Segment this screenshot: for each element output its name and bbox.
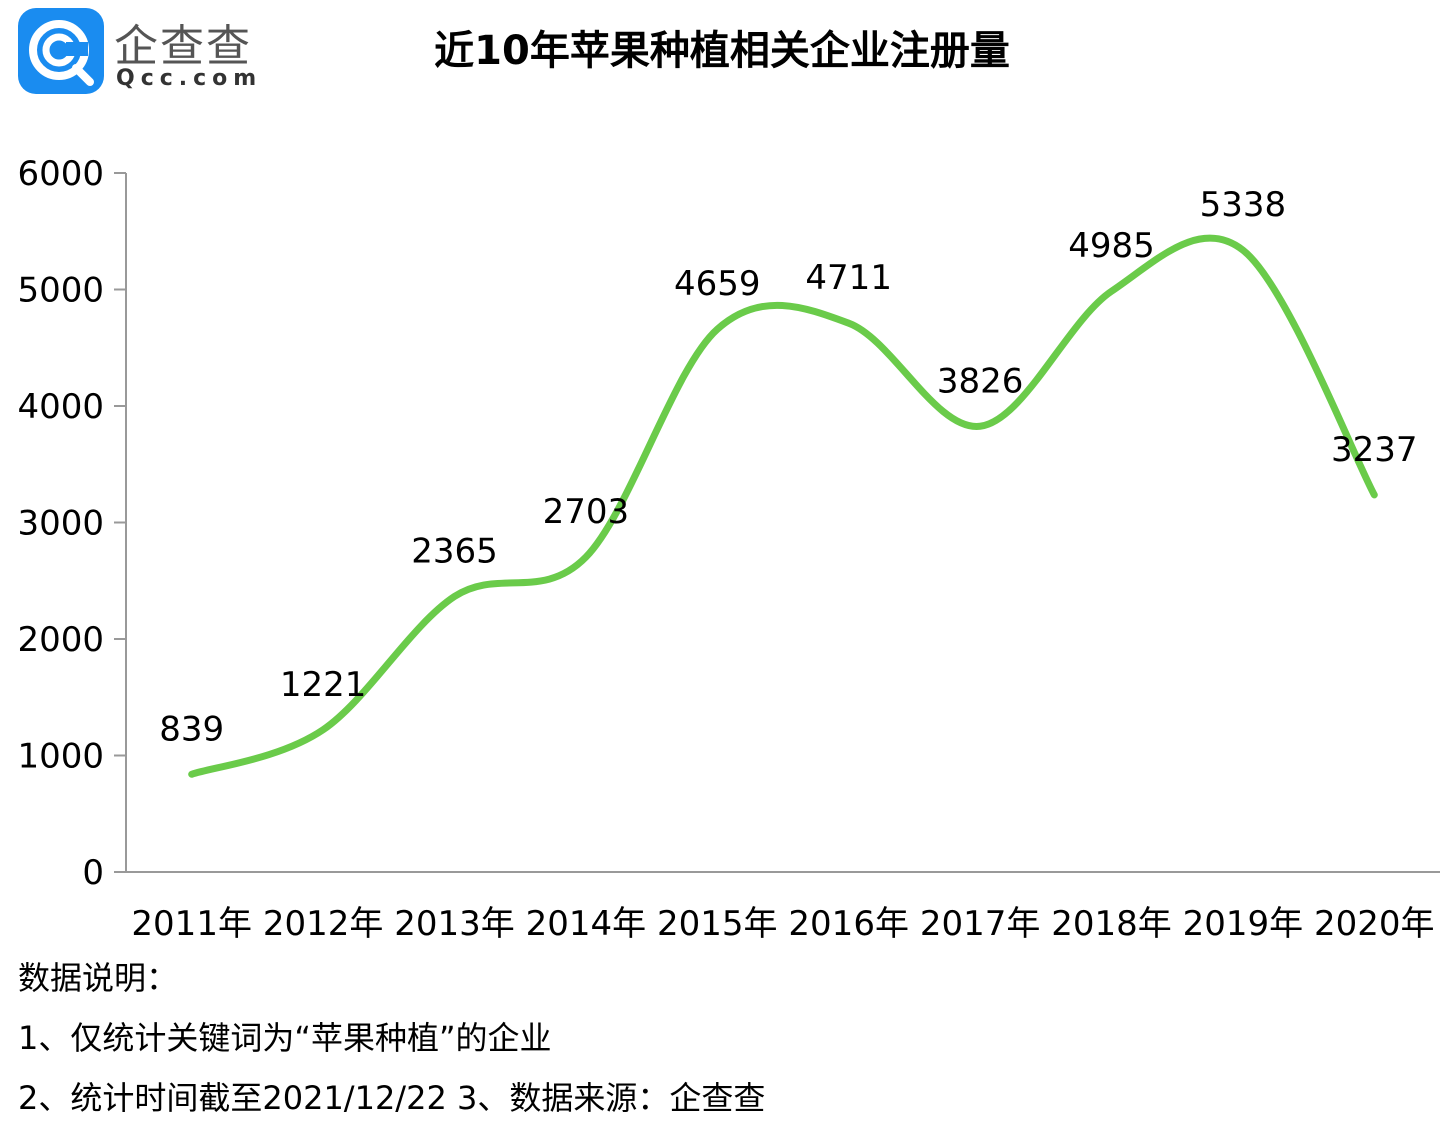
chart-title: 近10年苹果种植相关企业注册量 [0,18,1444,76]
x-tick-label: 2011年 [131,904,252,944]
data-label: 3237 [1331,430,1418,470]
logo-url: Qcc.com [116,66,263,91]
data-label: 1221 [280,665,367,705]
x-tick-label: 2015年 [657,904,778,944]
notes-heading: 数据说明： [18,959,179,997]
data-label: 3826 [937,361,1024,401]
notes-line-2: 2、统计时间截至2021/12/22 3、数据来源：企查查 [18,1079,766,1117]
y-tick-label: 1000 [17,737,104,777]
y-tick-label: 0 [82,853,104,893]
chart-axes [125,173,1440,873]
logo-name: 企查查 [114,21,252,72]
data-label: 4659 [674,264,761,304]
y-axis-ticks: 0 1000 2000 3000 4000 5000 6000 [17,154,126,893]
notes-line-1: 1、仅统计关键词为“苹果种植”的企业 [18,1019,552,1057]
y-tick-label: 5000 [17,271,104,311]
y-tick-label: 3000 [17,504,104,544]
x-tick-label: 2017年 [920,904,1041,944]
x-tick-label: 2018年 [1051,904,1172,944]
chart-title-text: 近10年苹果种植相关企业注册量 [434,28,1010,74]
y-tick-label: 4000 [17,387,104,427]
data-label: 5338 [1200,185,1287,225]
series-line [188,234,1378,778]
line-chart: 0 1000 2000 3000 4000 5000 6000 2011年 2012年 2013… [17,154,1440,944]
y-tick-label: 2000 [17,620,104,660]
data-label: 2703 [543,492,630,532]
qcc-logo-icon [18,8,104,94]
x-tick-label: 2020年 [1314,904,1435,944]
data-notes: 数据说明： 1、仅统计关键词为“苹果种植”的企业 2、统计时间截至2021/12… [18,948,765,1128]
series-group [188,234,1378,778]
x-tick-label: 2019年 [1183,904,1304,944]
data-label: 4711 [805,258,892,298]
data-label: 2365 [411,531,498,571]
data-labels: 839 1221 2365 2703 4659 4711 3826 4985 5338 3237 [159,185,1417,749]
y-tick-label: 6000 [17,154,104,194]
data-label: 839 [159,709,224,749]
x-axis-ticks: 2011年 2012年 2013年 2014年 2015年 2016年 2017年 2018年… [131,904,1434,944]
x-tick-label: 2012年 [263,904,384,944]
data-label: 4985 [1068,226,1155,266]
x-tick-label: 2014年 [526,904,647,944]
x-tick-label: 2016年 [788,904,909,944]
x-tick-label: 2013年 [394,904,515,944]
logo: 企查查 Qcc.com [18,8,268,98]
